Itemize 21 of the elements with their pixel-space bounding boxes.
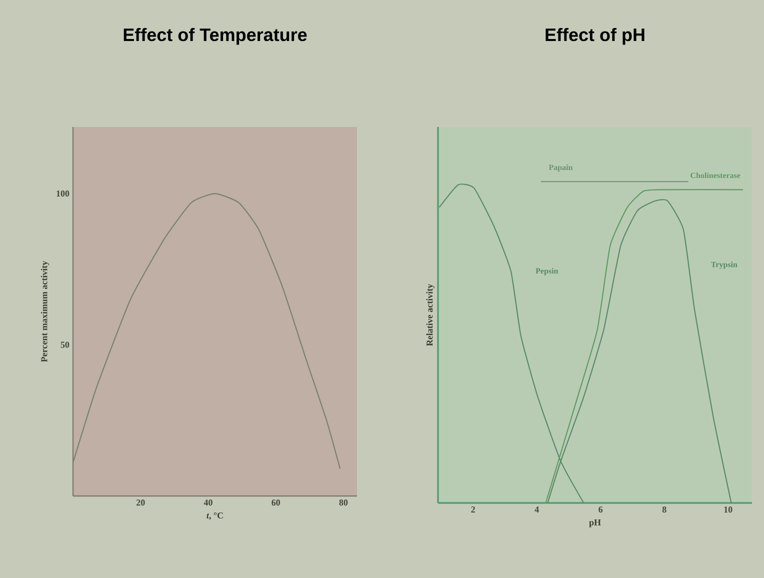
x-tick-label: 40 bbox=[204, 500, 212, 506]
x-tick-label: 80 bbox=[339, 500, 348, 506]
x-tick-label: 4 bbox=[534, 506, 539, 512]
x-axis-title: t, °C bbox=[206, 512, 223, 520]
text: Trypsin bbox=[711, 262, 738, 269]
x-tick-label: 8 bbox=[662, 506, 666, 513]
y-axis-title: Percent maximum activity bbox=[40, 260, 50, 362]
x-tick-label: 20 bbox=[136, 500, 145, 506]
y-tick-label: 100 bbox=[56, 190, 70, 197]
x-tick-label: 6 bbox=[598, 506, 603, 513]
y-tick-label: 50 bbox=[60, 342, 70, 348]
series-label: Cholinesterase bbox=[690, 172, 740, 178]
x-tick-label: 60 bbox=[272, 500, 280, 506]
chart-title: Effect of Temperature bbox=[124, 28, 307, 45]
chart-title: Effect of pH bbox=[546, 28, 644, 45]
x-axis-title: pH bbox=[589, 519, 601, 528]
series-label: Papain bbox=[548, 164, 573, 172]
text: Pepsin bbox=[536, 268, 558, 276]
x-tick-label: 10 bbox=[724, 506, 732, 513]
y-axis-title: Relative activity bbox=[426, 284, 434, 346]
x-tick-label: 2 bbox=[471, 506, 475, 512]
